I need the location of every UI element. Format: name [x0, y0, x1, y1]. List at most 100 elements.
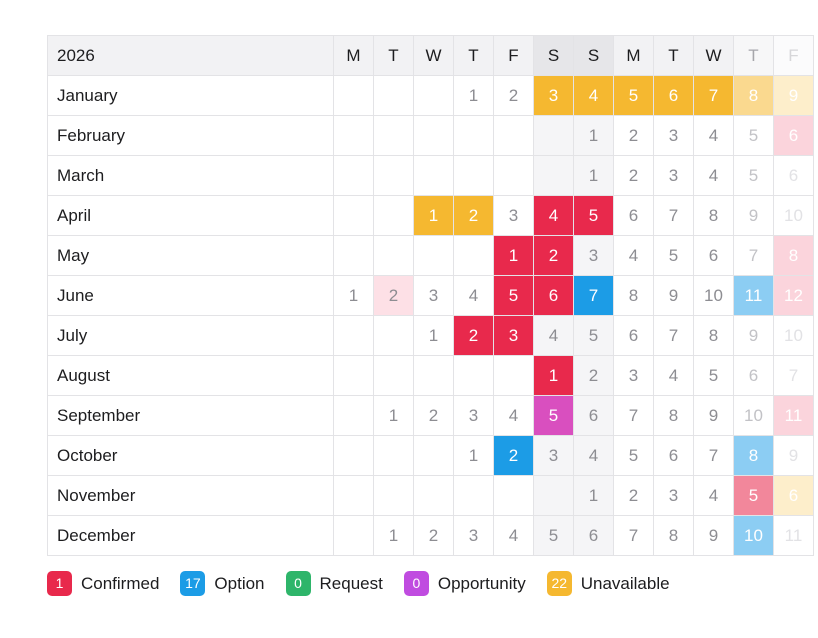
day-cell[interactable]: 4 — [573, 435, 614, 476]
day-cell[interactable]: 1 — [333, 275, 374, 316]
day-cell[interactable]: 4 — [613, 235, 654, 276]
day-cell-confirmed[interactable]: 6 — [773, 115, 814, 156]
day-cell[interactable]: 2 — [493, 75, 534, 116]
day-cell[interactable]: 3 — [533, 435, 574, 476]
day-cell-confirmed[interactable]: 2 — [453, 315, 494, 356]
day-cell[interactable]: 1 — [453, 75, 494, 116]
day-cell-unavailable[interactable]: 8 — [733, 75, 774, 116]
day-cell-confirmed[interactable]: 5 — [493, 275, 534, 316]
day-cell[interactable]: 7 — [653, 195, 694, 236]
day-cell-confirmed[interactable]: 6 — [533, 275, 574, 316]
day-cell[interactable]: 5 — [573, 315, 614, 356]
day-cell[interactable]: 7 — [773, 355, 814, 396]
day-cell-unavailable[interactable]: 1 — [413, 195, 454, 236]
day-cell[interactable]: 2 — [613, 115, 654, 156]
day-cell[interactable]: 7 — [693, 435, 734, 476]
day-cell-confirmed[interactable]: 4 — [533, 195, 574, 236]
day-cell[interactable]: 11 — [773, 515, 814, 556]
day-cell[interactable]: 7 — [653, 315, 694, 356]
day-cell[interactable]: 3 — [413, 275, 454, 316]
day-cell[interactable]: 9 — [733, 315, 774, 356]
day-cell[interactable]: 5 — [733, 155, 774, 196]
day-cell[interactable]: 4 — [693, 115, 734, 156]
day-cell[interactable]: 4 — [693, 155, 734, 196]
day-cell[interactable]: 5 — [533, 515, 574, 556]
day-cell-confirmed[interactable]: 2 — [533, 235, 574, 276]
day-cell[interactable]: 5 — [693, 355, 734, 396]
day-cell[interactable]: 1 — [373, 395, 414, 436]
day-cell[interactable]: 6 — [613, 195, 654, 236]
day-cell-unavailable[interactable]: 6 — [773, 475, 814, 516]
day-cell[interactable]: 8 — [653, 515, 694, 556]
day-cell[interactable]: 5 — [733, 115, 774, 156]
day-cell-confirmed[interactable]: 1 — [493, 235, 534, 276]
day-cell[interactable]: 7 — [613, 515, 654, 556]
day-cell[interactable]: 6 — [653, 435, 694, 476]
day-cell[interactable]: 10 — [773, 195, 814, 236]
day-cell[interactable]: 4 — [453, 275, 494, 316]
day-cell-confirmed[interactable]: 5 — [733, 475, 774, 516]
day-cell[interactable]: 3 — [653, 115, 694, 156]
day-cell[interactable]: 4 — [493, 515, 534, 556]
day-cell[interactable]: 3 — [573, 235, 614, 276]
day-cell-option[interactable]: 7 — [573, 275, 614, 316]
day-cell[interactable]: 8 — [693, 195, 734, 236]
day-cell[interactable]: 4 — [533, 315, 574, 356]
day-cell-confirmed[interactable]: 8 — [773, 235, 814, 276]
day-cell[interactable]: 3 — [453, 515, 494, 556]
day-cell[interactable]: 6 — [573, 395, 614, 436]
day-cell[interactable]: 9 — [693, 515, 734, 556]
day-cell[interactable]: 1 — [413, 315, 454, 356]
day-cell-confirmed[interactable]: 3 — [493, 315, 534, 356]
day-cell[interactable]: 8 — [613, 275, 654, 316]
day-cell-unavailable[interactable]: 5 — [613, 75, 654, 116]
day-cell[interactable]: 6 — [573, 515, 614, 556]
day-cell[interactable]: 3 — [653, 155, 694, 196]
day-cell[interactable]: 6 — [613, 315, 654, 356]
day-cell[interactable]: 3 — [493, 195, 534, 236]
day-cell[interactable]: 4 — [653, 355, 694, 396]
day-cell-confirmed[interactable]: 11 — [773, 395, 814, 436]
day-cell[interactable]: 9 — [733, 195, 774, 236]
day-cell[interactable]: 1 — [573, 155, 614, 196]
day-cell[interactable]: 6 — [733, 355, 774, 396]
day-cell[interactable]: 5 — [653, 235, 694, 276]
day-cell[interactable]: 6 — [773, 155, 814, 196]
day-cell[interactable]: 9 — [693, 395, 734, 436]
day-cell[interactable]: 2 — [573, 355, 614, 396]
day-cell-confirmed[interactable]: 1 — [533, 355, 574, 396]
day-cell-unavailable[interactable]: 2 — [453, 195, 494, 236]
day-cell[interactable]: 10 — [693, 275, 734, 316]
day-cell[interactable]: 4 — [693, 475, 734, 516]
day-cell[interactable]: 1 — [573, 475, 614, 516]
day-cell-confirmed[interactable]: 5 — [573, 195, 614, 236]
day-cell-opportunity[interactable]: 5 — [533, 395, 574, 436]
day-cell[interactable]: 2 — [613, 475, 654, 516]
day-cell[interactable]: 7 — [613, 395, 654, 436]
day-cell[interactable]: 3 — [453, 395, 494, 436]
day-cell-option[interactable]: 11 — [733, 275, 774, 316]
day-cell[interactable]: 1 — [573, 115, 614, 156]
day-cell[interactable]: 9 — [653, 275, 694, 316]
day-cell-pending[interactable]: 2 — [373, 275, 414, 316]
day-cell[interactable]: 4 — [493, 395, 534, 436]
day-cell-unavailable[interactable]: 7 — [693, 75, 734, 116]
day-cell-option[interactable]: 8 — [733, 435, 774, 476]
day-cell-confirmed[interactable]: 12 — [773, 275, 814, 316]
day-cell-unavailable[interactable]: 9 — [773, 75, 814, 116]
day-cell[interactable]: 10 — [773, 315, 814, 356]
day-cell[interactable]: 6 — [693, 235, 734, 276]
day-cell[interactable]: 8 — [653, 395, 694, 436]
day-cell[interactable]: 2 — [413, 515, 454, 556]
day-cell[interactable]: 3 — [613, 355, 654, 396]
day-cell-unavailable[interactable]: 6 — [653, 75, 694, 116]
day-cell-unavailable[interactable]: 3 — [533, 75, 574, 116]
day-cell[interactable]: 9 — [773, 435, 814, 476]
day-cell[interactable]: 1 — [453, 435, 494, 476]
day-cell-option[interactable]: 10 — [733, 515, 774, 556]
day-cell[interactable]: 10 — [733, 395, 774, 436]
day-cell[interactable]: 7 — [733, 235, 774, 276]
day-cell[interactable]: 8 — [693, 315, 734, 356]
day-cell[interactable]: 2 — [613, 155, 654, 196]
day-cell[interactable]: 1 — [373, 515, 414, 556]
